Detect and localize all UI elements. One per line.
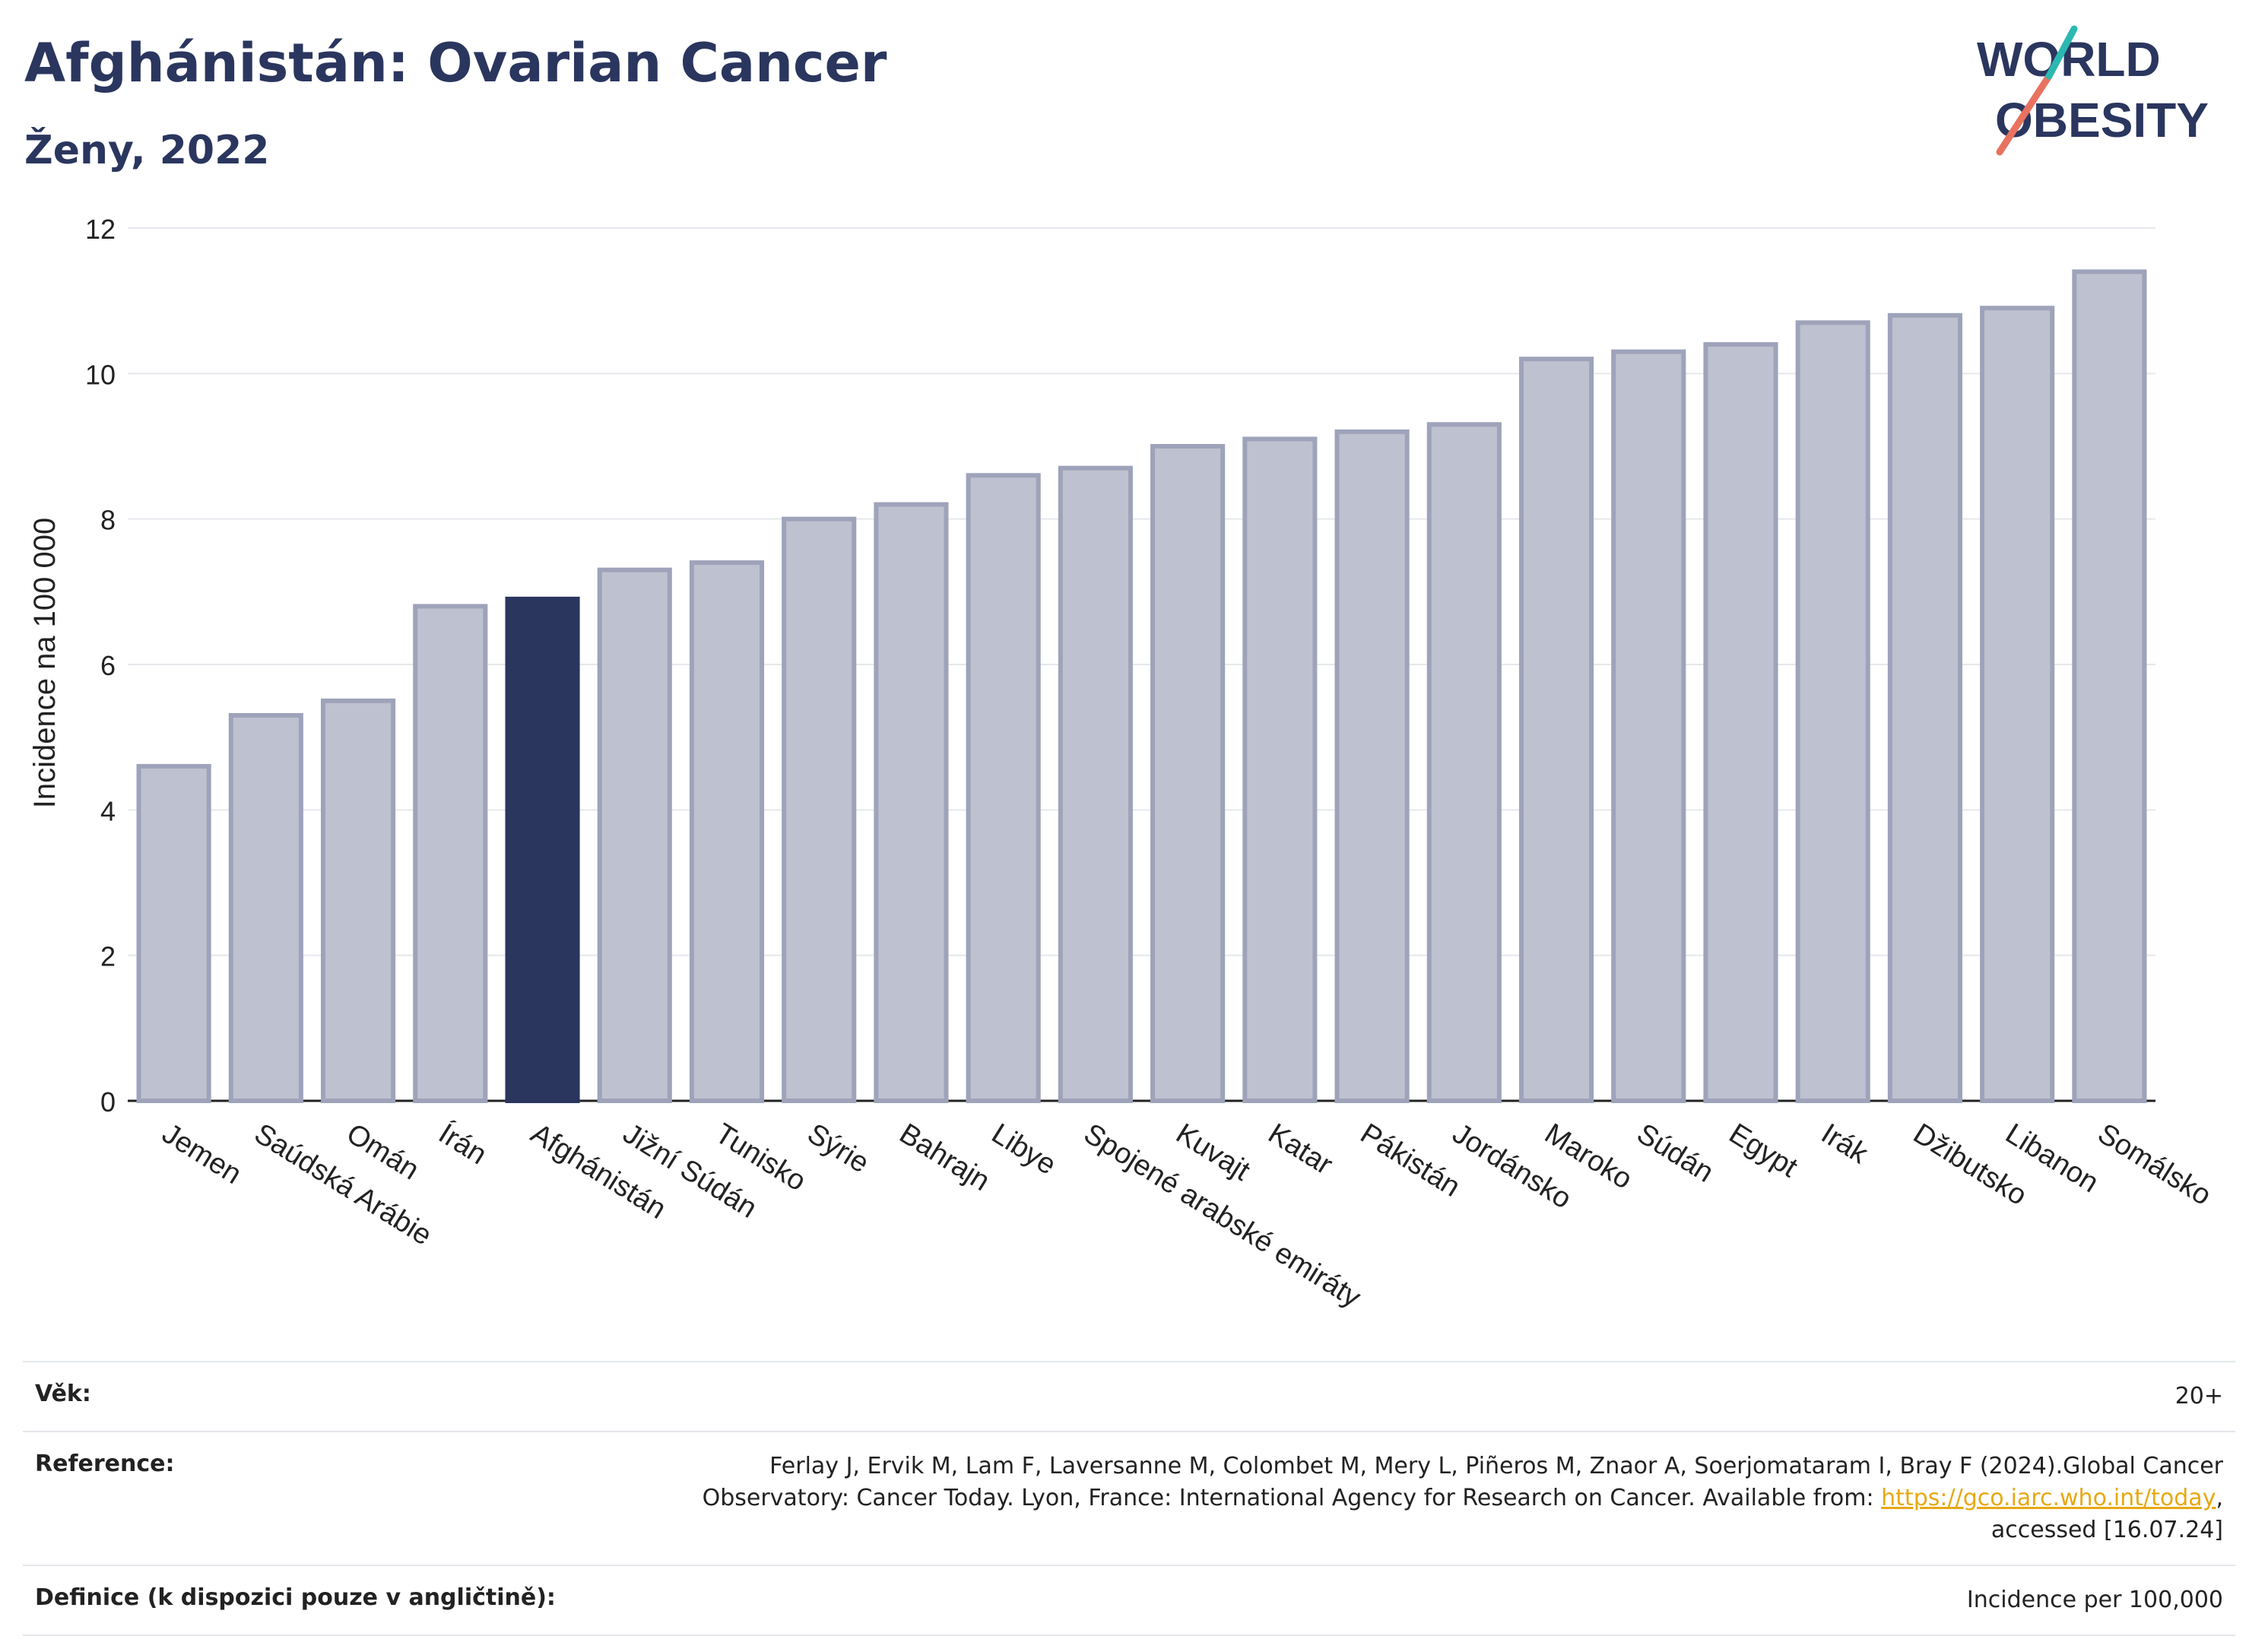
- bar-6: [689, 560, 765, 1103]
- y-tick-label: 10: [85, 359, 116, 390]
- reference-row: Reference: Ferlay J, Ervik M, Lam F, Lav…: [23, 1431, 2235, 1565]
- y-tick-label: 4: [100, 795, 116, 826]
- world-obesity-logo: WORLD OBESITY: [1977, 25, 2209, 156]
- bar-12: [1242, 436, 1318, 1103]
- reference-label: Reference:: [35, 1451, 175, 1477]
- x-tick-label: Bahrajn: [894, 1118, 995, 1197]
- x-tick-label: Írán: [433, 1117, 493, 1171]
- reference-value: Ferlay J, Ervik M, Lam F, Laversanne M, …: [626, 1451, 2223, 1546]
- definition-label: Definice (k dispozici pouze v angličtině…: [35, 1584, 556, 1611]
- y-axis-label: Incidence na 100 000: [28, 518, 62, 809]
- bar-15: [1518, 357, 1594, 1103]
- x-tick-label: Egypt: [1724, 1118, 1803, 1184]
- reference-link[interactable]: https://gco.iarc.who.int/today: [1881, 1485, 2216, 1511]
- y-tick-label: 2: [100, 941, 116, 972]
- logo-slash-coral: [1996, 72, 2053, 156]
- y-tick-label: 8: [100, 505, 116, 536]
- y-tick-label: 6: [100, 650, 116, 681]
- x-tick-label: Saúdská Arábie: [249, 1118, 437, 1252]
- bar-3: [413, 604, 488, 1103]
- y-tick-label: 12: [85, 214, 116, 245]
- x-tick-label: Irák: [1816, 1118, 1874, 1171]
- bar-19: [1887, 312, 1962, 1103]
- bar-5: [597, 567, 672, 1103]
- bar-9: [966, 473, 1041, 1103]
- bar-7: [782, 516, 857, 1103]
- bar-13: [1334, 429, 1410, 1103]
- age-label: Věk:: [35, 1381, 91, 1407]
- bar-11: [1150, 444, 1226, 1103]
- definition-row: Definice (k dispozici pouze v angličtině…: [23, 1565, 2235, 1636]
- bar-17: [1703, 342, 1778, 1104]
- x-tick-label: Katar: [1263, 1118, 1339, 1181]
- bar-18: [1795, 320, 1870, 1104]
- bar-0: [136, 763, 211, 1104]
- x-tick-label: Súdán: [1631, 1118, 1718, 1189]
- bar-14: [1426, 422, 1502, 1103]
- bar-1: [228, 712, 303, 1103]
- bar-8: [874, 502, 949, 1103]
- y-tick-label: 0: [100, 1086, 116, 1118]
- chart-title: Afghánistán: Ovarian Cancer: [24, 32, 887, 94]
- bar-16: [1611, 349, 1686, 1103]
- x-tick-label: Pákistán: [1355, 1118, 1466, 1203]
- bar-10: [1058, 465, 1133, 1103]
- reference-accessed: , accessed [16.07.24]: [1990, 1485, 2223, 1543]
- x-tick-label: Sýrie: [801, 1118, 874, 1179]
- bar-4: [505, 596, 580, 1103]
- reference-text: Ferlay J, Ervik M, Lam F, Laversanne M, …: [702, 1453, 2223, 1511]
- info-footer: Věk: 20+ Reference: Ferlay J, Ervik M, L…: [23, 1361, 2235, 1636]
- logo-slash-teal: [2045, 25, 2078, 80]
- definition-value: Incidence per 100,000: [1966, 1587, 2223, 1613]
- bar-20: [1980, 306, 2055, 1104]
- x-tick-label: Somálsko: [2092, 1118, 2217, 1212]
- bar-21: [2072, 269, 2147, 1103]
- age-value: 20+: [2174, 1383, 2223, 1409]
- bar-2: [321, 698, 396, 1103]
- x-tick-label: Jemen: [157, 1118, 247, 1191]
- age-row: Věk: 20+: [23, 1361, 2235, 1431]
- x-tick-label: Libye: [986, 1118, 1061, 1181]
- chart-subtitle: Ženy, 2022: [24, 128, 270, 173]
